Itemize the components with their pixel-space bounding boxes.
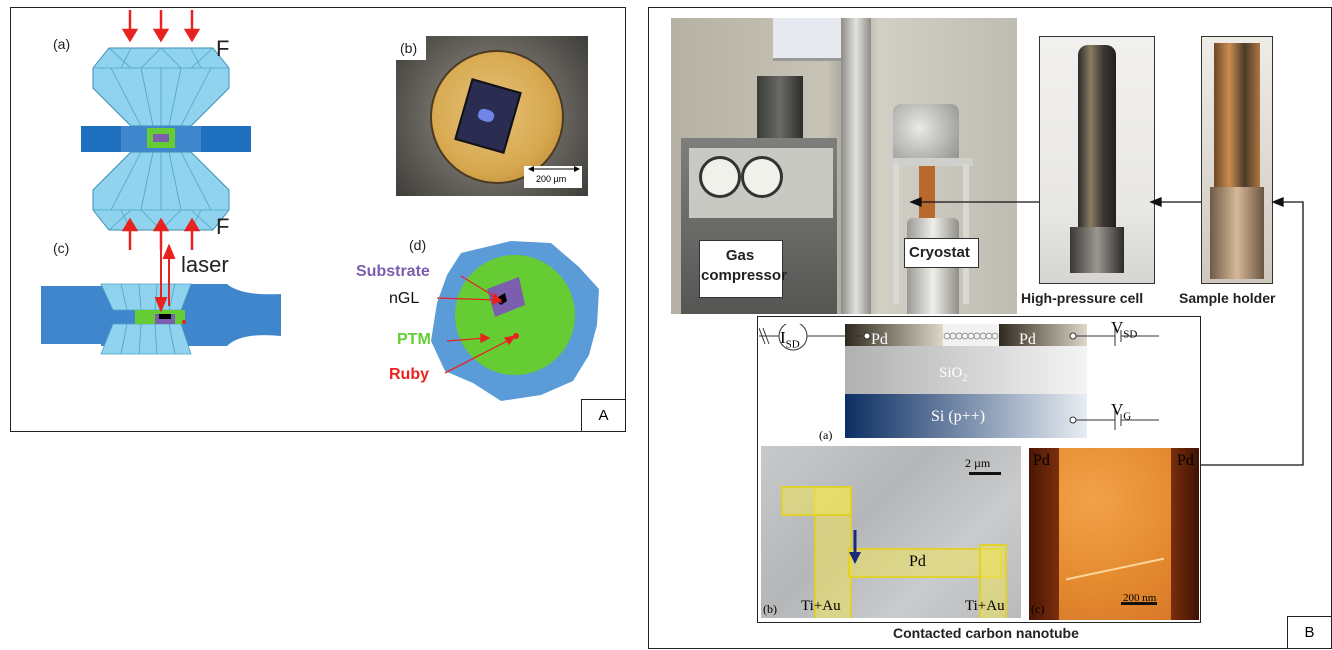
cryostat-box	[904, 238, 979, 268]
gauge-left-icon	[699, 156, 741, 198]
sem-image	[761, 446, 1021, 618]
window	[773, 18, 845, 61]
subfig-b-box	[396, 36, 426, 60]
cell-base	[1070, 227, 1124, 273]
panel-a-tag: A	[581, 399, 626, 432]
laser-label: laser	[181, 252, 229, 277]
afm-contact-right	[1171, 448, 1199, 620]
scale-bar-arrow	[528, 166, 580, 172]
afm-channel	[1059, 448, 1171, 620]
sem-pd-strip	[848, 548, 1002, 578]
laser-setup-diagram	[41, 244, 281, 355]
sio2-label: SiO2	[939, 365, 968, 384]
si-label: Si (p++)	[931, 408, 986, 425]
ptm-region	[455, 255, 575, 375]
sio2-layer	[845, 346, 1087, 394]
sample-holder-photo	[1201, 36, 1273, 284]
cell-body	[1078, 45, 1116, 235]
panel-b: Gas compressor Cryostat High-pressure ce…	[648, 7, 1332, 649]
pd-left-electrode	[845, 324, 943, 346]
legend-ptm: PTM	[397, 331, 431, 348]
cryostat-frame	[885, 158, 973, 166]
device-schematic	[759, 324, 1159, 438]
holder-base	[1210, 187, 1264, 279]
pd-right-electrode	[999, 324, 1087, 346]
afm-contact-left	[1029, 448, 1059, 620]
subfig-c-label: (c)	[53, 240, 70, 256]
holder-body	[1214, 43, 1260, 193]
connector-arrows	[909, 197, 1304, 466]
vg-label: VG	[1111, 400, 1132, 423]
si-layer	[845, 394, 1087, 438]
subfig-b-label: (b)	[400, 40, 418, 56]
cryostat-head	[893, 104, 959, 164]
sem-pd-label: Pd	[909, 553, 926, 570]
legend-ngl: nGL	[389, 290, 420, 307]
legend-pointers	[436, 275, 517, 374]
sample-holder-label: Sample holder	[1179, 290, 1276, 306]
afm-scale-bar	[1121, 602, 1157, 605]
afm-pd-left-label: Pd	[1033, 452, 1050, 469]
panel-a: (a)	[10, 7, 626, 432]
afm-pd-right-label: Pd	[1177, 452, 1194, 469]
scale-bar-label: 200 µm	[536, 174, 567, 184]
ti-au-left-label: Ti+Au	[801, 598, 841, 614]
sem-scale-label: 2 µm	[965, 456, 991, 470]
high-pressure-cell-photo	[1039, 36, 1155, 284]
subfig-c-device-label: (c)	[1031, 602, 1045, 616]
panel-b-tag: B	[1287, 616, 1332, 649]
cryostat-leg-right	[963, 164, 969, 304]
subfig-d-label: (d)	[409, 237, 427, 253]
cryostat-label: Cryostat	[909, 244, 970, 261]
vsd-label: VSD	[1111, 318, 1138, 341]
pillar	[841, 18, 871, 314]
pd-left-label: Pd	[871, 331, 888, 348]
sem-lead-top	[781, 486, 852, 516]
gas-compressor-label: Gas compressor	[701, 247, 787, 284]
sample	[153, 134, 169, 142]
sem-lead-right-vertical	[979, 544, 1007, 618]
isd-label: ISD	[780, 328, 800, 351]
current-source-symbol	[778, 324, 808, 351]
subfig-a-label: (a)	[53, 36, 71, 52]
afm-image	[1029, 448, 1199, 620]
gauge-right-icon	[741, 156, 783, 198]
force-arrows-bottom	[121, 217, 201, 250]
nanotube-pointer-arrow	[849, 530, 861, 564]
pd-right-label: Pd	[1019, 331, 1036, 348]
legend-substrate: Substrate	[356, 263, 430, 280]
sem-scale-bar	[969, 472, 1001, 475]
force-label-bottom: F	[216, 214, 230, 239]
diamond-anvil-cell	[81, 10, 251, 231]
micrograph-photo: 200 µm	[396, 36, 588, 196]
cryostat-leg-left	[893, 164, 899, 304]
device-caption: Contacted carbon nanotube	[893, 625, 1079, 641]
subfig-a-device-label: (a)	[819, 428, 833, 442]
ti-au-right-label: Ti+Au	[965, 598, 1005, 614]
force-label-top: F	[216, 36, 230, 61]
high-pressure-cell-label: High-pressure cell	[1021, 290, 1144, 306]
lab-setup-photo	[671, 18, 1017, 314]
subfig-b-device-label: (b)	[763, 602, 777, 616]
force-arrows-top	[121, 10, 201, 43]
sample-chamber-top-view	[431, 241, 599, 401]
afm-scale-label: 200 nm	[1123, 592, 1157, 604]
gas-compressor-box	[699, 240, 783, 298]
cryostat-rod	[919, 166, 935, 226]
legend-ruby: Ruby	[389, 366, 429, 383]
nanotube-chain	[943, 332, 999, 340]
